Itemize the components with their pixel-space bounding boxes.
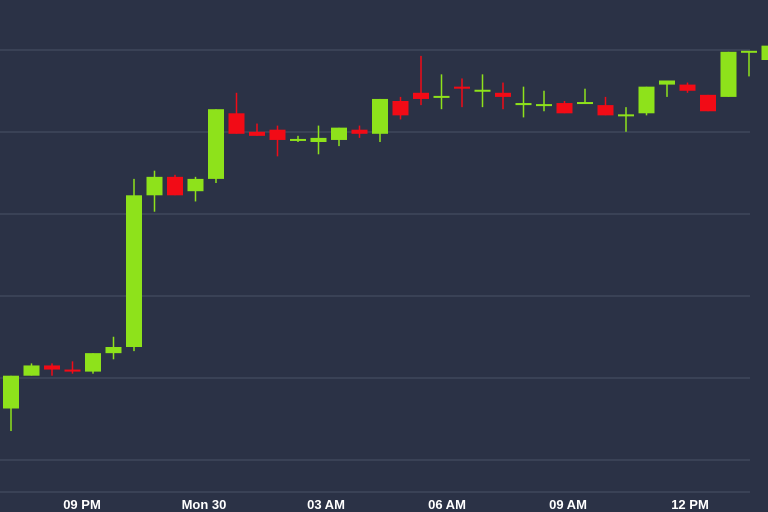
candle-body: [761, 45, 768, 60]
candle-body: [85, 353, 101, 372]
candle-body: [679, 84, 696, 91]
candle: [249, 123, 265, 136]
candle-body: [597, 105, 614, 116]
candle-body: [269, 129, 286, 140]
candle-body: [741, 50, 757, 53]
candle: [761, 45, 768, 60]
candle-body: [208, 109, 224, 179]
x-tick-label: 09 AM: [549, 497, 587, 512]
candle: [310, 125, 327, 155]
candle: [515, 86, 532, 118]
candle-body: [474, 89, 491, 92]
candle: [474, 74, 491, 108]
grid-layer: [0, 49, 750, 493]
candle-body: [433, 95, 450, 98]
candle-body: [392, 101, 409, 116]
x-axis: 09 PM Mon 30 03 AM 06 AM 09 AM 12 PM: [63, 497, 709, 512]
x-tick-label: 09 PM: [63, 497, 101, 512]
candle: [269, 125, 286, 157]
candle: [208, 109, 224, 183]
candle-body: [577, 102, 593, 105]
candle: [618, 107, 634, 132]
candle-body: [167, 176, 183, 196]
candle: [126, 178, 142, 352]
candle-body: [310, 137, 327, 142]
candle: [167, 174, 183, 196]
candle: [372, 98, 388, 142]
x-tick-label: Mon 30: [182, 497, 227, 512]
candle: [228, 92, 245, 134]
candle: [146, 170, 163, 212]
candle: [64, 361, 81, 374]
candle: [331, 127, 347, 147]
candle-body: [3, 375, 19, 409]
candle: [679, 82, 696, 93]
candle-body: [454, 86, 470, 89]
candle-body: [23, 365, 40, 376]
candle-body: [126, 195, 142, 347]
candle-body: [556, 103, 573, 114]
candle-body: [351, 129, 368, 134]
candle-body: [105, 347, 122, 354]
x-tick-label: 06 AM: [428, 497, 466, 512]
candle-body: [536, 104, 552, 107]
candle-body: [290, 138, 306, 141]
candle: [392, 96, 409, 120]
candle: [536, 90, 552, 112]
candle-body: [44, 365, 60, 370]
candle-body: [187, 178, 204, 192]
candle: [413, 55, 429, 106]
candle: [351, 125, 368, 138]
candle: [659, 80, 675, 97]
candle-body: [331, 127, 347, 140]
candle-body: [638, 86, 655, 114]
candle: [433, 74, 450, 110]
candle: [187, 176, 204, 202]
candle: [638, 86, 655, 116]
candle-body: [700, 94, 716, 112]
candle: [3, 375, 19, 432]
candle: [577, 88, 593, 105]
candle-body: [618, 114, 634, 117]
candle: [44, 363, 60, 376]
candle: [23, 363, 40, 376]
candle-body: [495, 92, 511, 97]
candle: [495, 82, 511, 110]
candle-body: [228, 113, 245, 134]
candle-body: [249, 131, 265, 136]
candle-body: [659, 80, 675, 85]
candle: [720, 51, 737, 97]
candle-body: [515, 103, 532, 106]
candle: [700, 94, 716, 112]
candle-body: [372, 98, 388, 134]
candle-body: [413, 92, 429, 99]
candle-body: [720, 51, 737, 97]
candle: [290, 135, 306, 142]
candle-layer: [3, 45, 768, 432]
candle: [85, 353, 101, 374]
candle: [556, 101, 573, 114]
candle: [597, 96, 614, 116]
x-tick-label: 12 PM: [671, 497, 709, 512]
candle: [454, 78, 470, 108]
candle: [105, 336, 122, 360]
candle-body: [146, 176, 163, 196]
candle: [741, 50, 757, 77]
candle-body: [64, 369, 81, 372]
x-tick-label: 03 AM: [307, 497, 345, 512]
